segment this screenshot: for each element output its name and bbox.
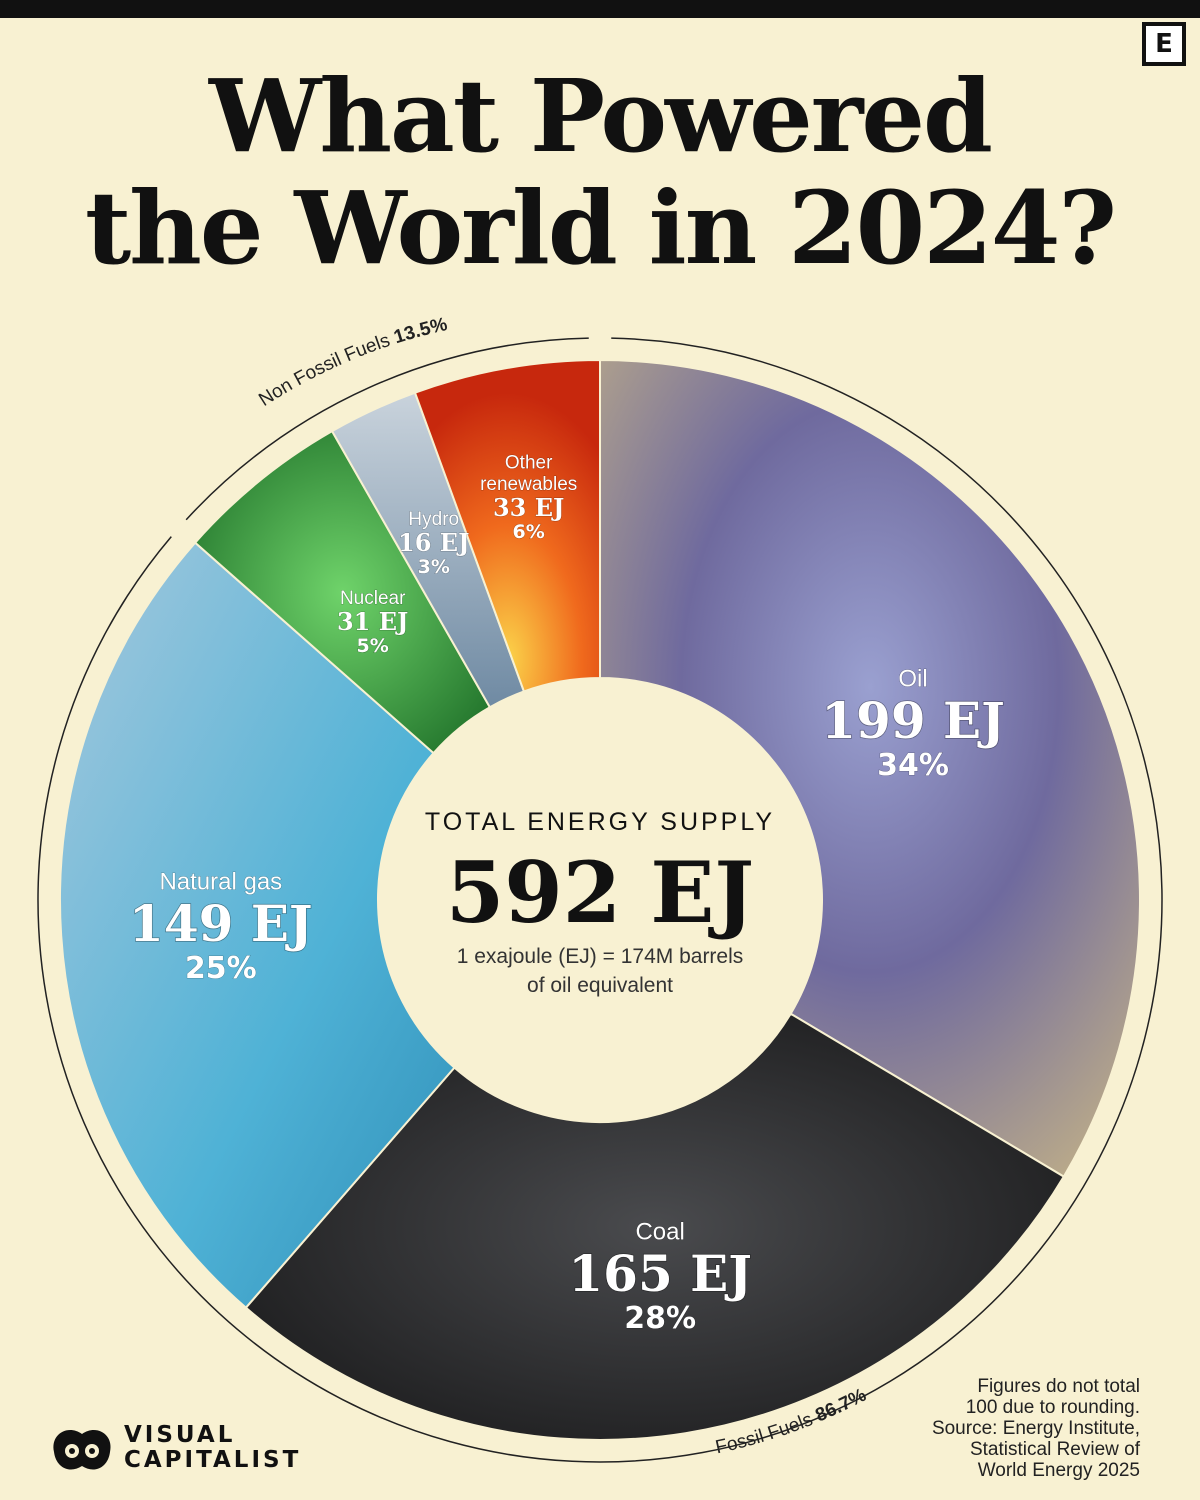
- footnote-line-3: Source: Energy Institute,: [931, 1418, 1140, 1439]
- slice-name-hydro-0: Hydro: [408, 509, 459, 530]
- logo-line-2: CAPITALIST: [124, 1447, 302, 1473]
- slice-name-other-renewables-0: Other: [505, 453, 553, 474]
- footnote-line-5: World Energy 2025: [977, 1460, 1140, 1481]
- center-note-line-2: of oil equivalent: [527, 974, 673, 997]
- center-heading: TOTAL ENERGY SUPPLY: [425, 808, 775, 836]
- slice-name-other-renewables-1: renewables: [480, 474, 577, 495]
- title-line-1: What Powered: [209, 57, 993, 175]
- slice-name-natural-gas-0: Natural gas: [159, 868, 282, 895]
- slice-value-natural-gas: 149 EJ: [129, 894, 313, 953]
- group-name-non-fossil: Non Fossil Fuels: [255, 330, 392, 411]
- slice-name-oil-0: Oil: [898, 666, 927, 693]
- slice-percent-hydro: 3%: [418, 556, 450, 578]
- center-total: 592 EJ: [446, 843, 754, 942]
- logo-line-1: VISUAL: [124, 1422, 236, 1448]
- group-percent-non-fossil: 13.5%: [391, 314, 449, 348]
- group-arcs: [37, 337, 1163, 1463]
- center-note-line-1: 1 exajoule (EJ) = 174M barrels: [457, 945, 744, 968]
- brand-badge: E: [1142, 22, 1186, 66]
- slice-value-nuclear: 31 EJ: [337, 607, 408, 636]
- slice-value-oil: 199 EJ: [821, 691, 1005, 750]
- footnote-line-2: 100 due to rounding.: [965, 1397, 1140, 1418]
- page-title: What Powered the World in 2024?: [0, 60, 1200, 284]
- center-label: TOTAL ENERGY SUPPLY 592 EJ 1 exajoule (E…: [425, 808, 775, 997]
- visual-capitalist-logo: VISUAL CAPITALIST: [46, 1418, 301, 1478]
- donut-slices: [59, 358, 1141, 1441]
- slice-value-hydro: 16 EJ: [398, 528, 469, 557]
- slice-percent-coal: 28%: [624, 1301, 696, 1336]
- slice-name-nuclear-0: Nuclear: [340, 588, 406, 609]
- slice-percent-nuclear: 5%: [357, 635, 389, 657]
- slice-percent-oil: 34%: [877, 748, 949, 783]
- source-note: Figures do not total 100 due to rounding…: [820, 1376, 1140, 1481]
- donut-hole: [378, 678, 822, 1122]
- slice-value-coal: 165 EJ: [568, 1244, 752, 1303]
- slice-name-coal-0: Coal: [635, 1219, 684, 1246]
- slice-value-other-renewables: 33 EJ: [493, 493, 564, 522]
- top-bar: [0, 0, 1200, 18]
- slice-percent-other-renewables: 6%: [513, 521, 545, 543]
- arc-non-fossil-fuels: [185, 337, 589, 521]
- title-line-2: the World in 2024?: [84, 169, 1117, 287]
- footnote-line-4: Statistical Review of: [969, 1439, 1140, 1460]
- logo-icon: [53, 1430, 111, 1470]
- arc-fossil-fuels: [37, 337, 1163, 1463]
- slice-percent-natural-gas: 25%: [185, 951, 257, 986]
- footnote-line-1: Figures do not total: [977, 1376, 1140, 1397]
